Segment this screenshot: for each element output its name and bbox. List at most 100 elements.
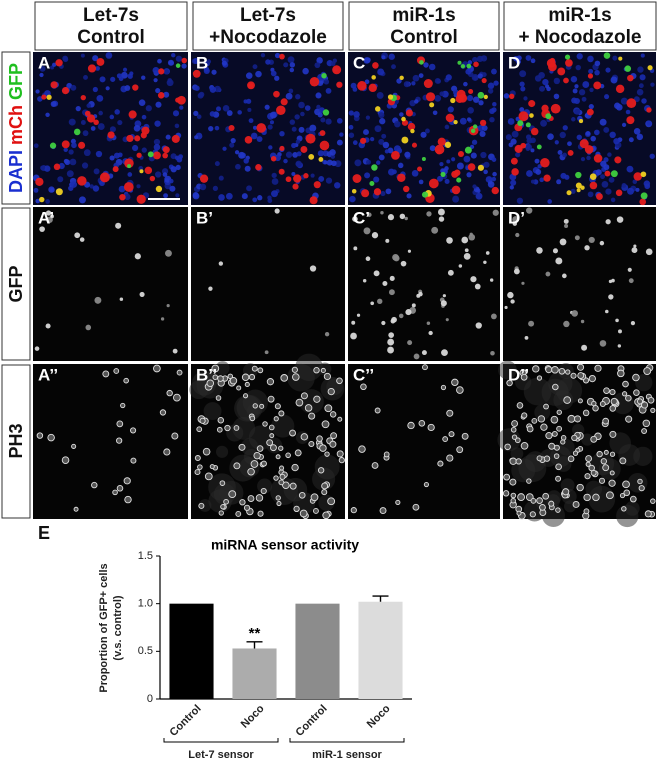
cell (632, 373, 640, 382)
cell (257, 195, 263, 201)
cell (521, 412, 528, 419)
cell (283, 158, 288, 164)
cell (603, 164, 610, 171)
cell (468, 233, 476, 241)
cell (332, 58, 338, 63)
cell (472, 96, 480, 103)
stain-label: GFP (6, 63, 26, 100)
cell (279, 53, 285, 60)
y-tick-label: 1.0 (138, 598, 153, 610)
cell (181, 63, 187, 69)
cell (162, 152, 168, 159)
micrograph: A’ (33, 207, 188, 361)
cell (601, 181, 609, 188)
cell (118, 76, 124, 82)
cell (603, 127, 610, 133)
cell (555, 257, 563, 265)
cell (35, 89, 40, 94)
cell (36, 432, 44, 439)
cell (626, 98, 637, 109)
micrograph: C’ (348, 207, 500, 361)
cell (192, 69, 201, 78)
cell (650, 407, 656, 413)
cell (83, 74, 88, 80)
cell (115, 222, 122, 229)
cell (608, 294, 614, 300)
column-title: Let-7s (240, 5, 296, 26)
cell (292, 373, 300, 381)
cell (446, 454, 454, 462)
cell (77, 176, 87, 186)
cell (598, 477, 606, 484)
cell (274, 52, 281, 59)
cell (50, 101, 57, 107)
bar (295, 603, 340, 699)
cell (567, 455, 575, 463)
cell (300, 146, 308, 153)
cell (403, 185, 410, 193)
cell (472, 184, 477, 189)
cell (336, 118, 343, 124)
cell (470, 276, 477, 283)
cell (217, 417, 225, 424)
cell (514, 437, 521, 444)
cell (509, 93, 515, 99)
cell (548, 62, 557, 72)
cell (455, 94, 464, 103)
cell (157, 92, 165, 99)
cell (141, 114, 147, 120)
cell (572, 88, 578, 94)
cell (325, 88, 332, 94)
cell (473, 61, 479, 68)
cell (325, 118, 332, 125)
cell (179, 105, 184, 110)
cell (543, 455, 551, 462)
cell (295, 160, 302, 168)
cell (248, 373, 256, 381)
cell (132, 84, 139, 91)
cell (226, 110, 233, 116)
cell (559, 131, 566, 139)
cell (256, 445, 264, 452)
cell (604, 94, 610, 100)
cell (621, 506, 627, 512)
group-label: miR-1 sensor (312, 749, 382, 761)
cell (422, 364, 428, 371)
cell (439, 162, 444, 167)
cell (423, 481, 429, 488)
cell (519, 70, 527, 78)
cell (625, 415, 633, 423)
cell (304, 105, 311, 111)
row-box (1, 364, 31, 519)
cell (240, 438, 259, 456)
cell (619, 457, 627, 465)
cell (578, 119, 584, 124)
cell (586, 108, 594, 116)
cell (218, 175, 224, 181)
cell (52, 62, 57, 67)
cell (99, 76, 106, 83)
cell (640, 192, 648, 200)
cell (575, 64, 581, 71)
cell (159, 409, 167, 416)
cell (278, 479, 285, 486)
cell (387, 214, 395, 221)
cell (636, 88, 644, 96)
cell (138, 99, 146, 106)
cell (574, 84, 579, 89)
cell (605, 309, 609, 314)
cell (243, 393, 249, 399)
cell (445, 113, 455, 123)
cell (364, 172, 371, 179)
cell (591, 400, 597, 407)
cell (575, 171, 582, 179)
cell (628, 137, 634, 143)
cell (622, 380, 629, 388)
cell (530, 148, 535, 153)
cell (555, 463, 562, 471)
cell (262, 421, 268, 427)
cell (384, 149, 390, 154)
cell (260, 52, 266, 58)
cell (382, 141, 390, 149)
cell (491, 176, 497, 182)
